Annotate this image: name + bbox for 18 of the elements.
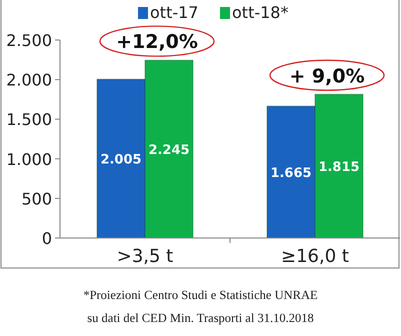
annotation: +12,0% — [116, 31, 198, 54]
y-tick-label: 0 — [42, 229, 52, 248]
y-tick-label: 1.500 — [6, 110, 52, 130]
x-tick-label: ≥16,0 t — [281, 246, 349, 267]
legend-label: ott-18* — [232, 3, 288, 22]
text: su dati del CED Min. Trasporti al 31.10.2018 — [87, 311, 314, 325]
y-tick-label: 2.000 — [6, 70, 52, 90]
data-label: 1.665 — [270, 166, 312, 182]
y-tick-label: 1.000 — [6, 150, 52, 169]
annotation: + 9,0% — [289, 65, 365, 88]
data-label: 2.005 — [100, 152, 142, 168]
data-label: 2.245 — [148, 143, 190, 158]
legend-label: ott-17 — [150, 3, 198, 22]
text: *Proiezioni Centro Studi e Statistiche UNRAE — [83, 288, 318, 302]
x-tick-label: >3,5 t — [116, 246, 174, 267]
y-tick-label: 500 — [21, 189, 52, 208]
y-tick-label: 2.500 — [6, 31, 52, 50]
data-label: 1.815 — [318, 160, 360, 176]
